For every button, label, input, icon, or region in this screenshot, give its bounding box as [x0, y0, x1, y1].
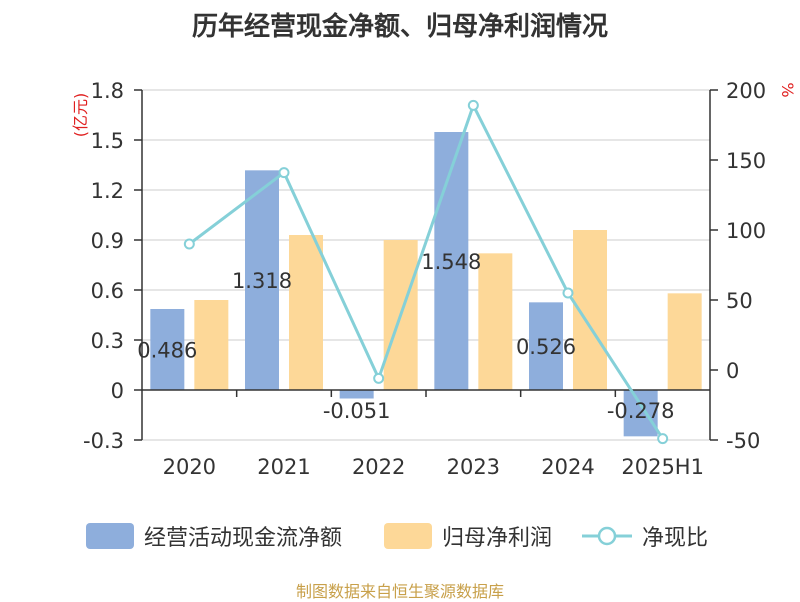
- right-tick-label: 100: [726, 219, 766, 243]
- legend-line-icon: [582, 523, 632, 549]
- left-tick-label: 0: [111, 379, 124, 403]
- data-label-cash: 0.486: [137, 339, 197, 363]
- bar-cash: [434, 132, 469, 390]
- right-tick-label: 0: [726, 359, 739, 383]
- tick-labels: 1.8 1.5 1.2 0.9 0.6 0.3 0 -0.3 200 150 100 50 0 -50 20…: [83, 79, 766, 479]
- right-axis-unit: %: [778, 82, 797, 97]
- left-tick-label: 1.5: [91, 129, 124, 153]
- chart-title: 历年经营现金净额、归母净利润情况: [191, 12, 608, 42]
- right-tick-label: 150: [726, 149, 766, 173]
- data-labels: 0.486 1.318 -0.051 1.548 0.526 -0.278: [137, 250, 674, 423]
- ratio-point: [373, 372, 385, 384]
- ratio-point: [657, 433, 669, 445]
- left-tick-label: 0.3: [91, 329, 124, 353]
- ratio-line: [183, 99, 669, 445]
- bar-cash: [150, 309, 185, 390]
- data-label-cash: -0.051: [323, 399, 391, 423]
- legend-swatch-cash: [86, 523, 134, 549]
- bars: [150, 132, 702, 437]
- ratio-polyline: [188, 101, 664, 440]
- right-tick-label: -50: [726, 429, 760, 453]
- left-axis-unit: (亿元): [71, 93, 90, 138]
- legend-item-cash[interactable]: 经营活动现金流净额: [86, 518, 342, 554]
- x-tick-label: 2023: [447, 455, 500, 479]
- legend-swatch-profit: [384, 523, 432, 549]
- left-tick-label: 0.6: [91, 279, 124, 303]
- bar-profit: [289, 235, 323, 390]
- x-tick-label: 2021: [257, 455, 310, 479]
- bar-profit: [667, 293, 702, 390]
- legend-item-profit[interactable]: 归母净利润: [384, 518, 552, 554]
- left-tick-label: 1.8: [91, 79, 124, 103]
- data-label-cash: 1.548: [421, 250, 481, 274]
- legend-label-ratio: 净现比: [642, 526, 709, 551]
- legend-item-ratio[interactable]: 净现比: [582, 518, 708, 554]
- left-tick-label: 0.9: [91, 229, 124, 253]
- x-tick-label: 2025H1: [621, 455, 704, 479]
- ratio-point: [467, 99, 479, 111]
- x-tick-label: 2024: [541, 455, 594, 479]
- bar-cash: [245, 170, 279, 390]
- data-label-cash: -0.278: [607, 399, 675, 423]
- left-tick-label: 1.2: [91, 179, 124, 203]
- right-tick-label: 50: [726, 289, 753, 313]
- ratio-point: [278, 167, 290, 179]
- ratio-point: [562, 287, 574, 299]
- bar-cash: [623, 390, 658, 437]
- data-label-cash: 1.318: [232, 269, 292, 293]
- bar-cash: [339, 390, 374, 399]
- x-tick-label: 2022: [352, 455, 405, 479]
- bar-profit: [478, 253, 513, 390]
- grid-lines: [142, 89, 710, 441]
- data-label-cash: 0.526: [516, 335, 576, 359]
- left-tick-label: -0.3: [83, 429, 124, 453]
- x-tick-label: 2020: [163, 455, 216, 479]
- ratio-point: [183, 238, 195, 250]
- axes: [134, 89, 718, 441]
- legend-label-cash: 经营活动现金流净额: [144, 526, 343, 551]
- right-tick-label: 200: [726, 79, 766, 103]
- source-note: 制图数据来自恒生聚源数据库: [295, 582, 504, 601]
- legend-label-profit: 归母净利润: [442, 526, 553, 551]
- bar-cash: [529, 302, 563, 390]
- bar-profit: [194, 300, 229, 390]
- legend: 经营活动现金流净额 归母净利润 净现比: [0, 518, 800, 554]
